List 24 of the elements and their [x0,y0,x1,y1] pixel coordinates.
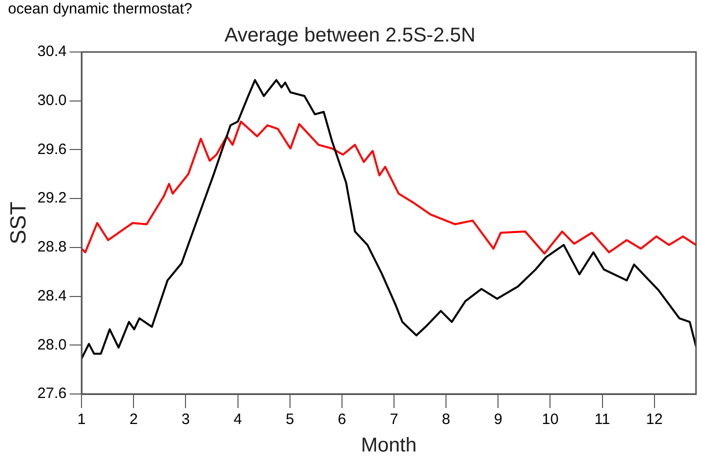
y-tick-label: 27.6 [37,385,67,402]
x-tick-label: 3 [182,411,190,428]
y-tick-label: 28.0 [37,336,67,354]
x-tick-label: 8 [442,411,450,428]
y-tick-label: 29.6 [37,140,67,158]
x-tick-label: 12 [646,411,663,428]
y-tick-label: 28.8 [37,238,67,256]
y-tick-label: 30.4 [37,43,67,60]
x-tick-label: 1 [77,411,86,428]
x-tick-label: 2 [129,411,138,428]
x-tick-label: 9 [494,411,502,428]
text: ocean dynamic thermostat? [8,0,192,18]
x-tick-label: 10 [542,411,559,428]
x-tick-label: 11 [594,411,610,428]
x-axis-title: Month [361,434,417,457]
x-tick-label: 5 [286,411,294,428]
x-tick-label: 6 [338,411,346,428]
x-tick-label: 7 [390,411,398,428]
y-tick-label: 29.2 [37,190,67,207]
x-tick-label: 4 [234,411,242,428]
chart-title: Average between 2.5S-2.5N [224,24,476,47]
y-tick-label: 30.0 [37,92,67,109]
y-tick-label: 28.4 [37,287,67,304]
y-axis-title: SST [5,202,30,244]
